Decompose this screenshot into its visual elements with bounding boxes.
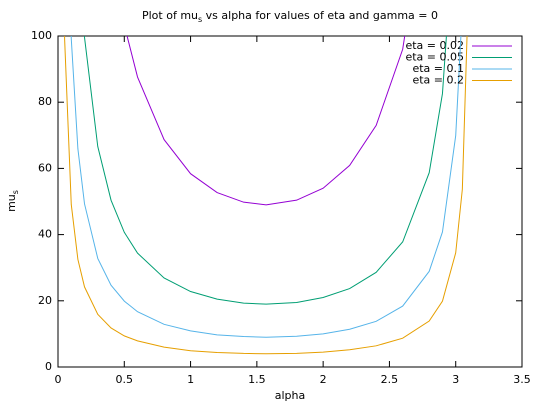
ylabel-part: mu xyxy=(5,194,18,212)
legend-label: eta = 0.2 xyxy=(412,74,464,87)
line-series xyxy=(126,36,406,206)
y-tick-label: 80 xyxy=(38,95,52,108)
line-series xyxy=(83,36,447,305)
line-series xyxy=(70,36,462,338)
title-subscript: s xyxy=(198,15,202,24)
x-axis-label: alpha xyxy=(275,389,306,402)
title-part: Plot of mu xyxy=(142,9,198,22)
x-tick-label: 3.5 xyxy=(513,373,531,386)
x-tick-label: 0.5 xyxy=(116,373,134,386)
y-tick-label: 60 xyxy=(38,161,52,174)
legend-label: eta = 0.05 xyxy=(405,51,464,64)
x-tick-label: 3 xyxy=(452,373,459,386)
x-tick-label: 0 xyxy=(55,373,62,386)
legend-label: eta = 0.02 xyxy=(405,39,464,52)
y-tick-label: 100 xyxy=(31,29,52,42)
legend-label: eta = 0.1 xyxy=(412,62,464,75)
line-series xyxy=(64,36,468,355)
x-tick-label: 1 xyxy=(187,373,194,386)
y-tick-label: 0 xyxy=(45,360,52,373)
y-axis-label: mus xyxy=(5,190,20,212)
plot-frame xyxy=(57,35,523,368)
y-tick-label: 20 xyxy=(38,294,52,307)
x-tick-label: 2 xyxy=(320,373,327,386)
chart-title: Plot of mus vs alpha for values of eta a… xyxy=(142,9,438,24)
y-tick-label: 40 xyxy=(38,228,52,241)
ylabel-subscript: s xyxy=(11,190,20,194)
title-part: vs alpha for values of eta and gamma = 0 xyxy=(202,9,438,22)
x-tick-label: 1.5 xyxy=(248,373,266,386)
x-tick-label: 2.5 xyxy=(381,373,399,386)
